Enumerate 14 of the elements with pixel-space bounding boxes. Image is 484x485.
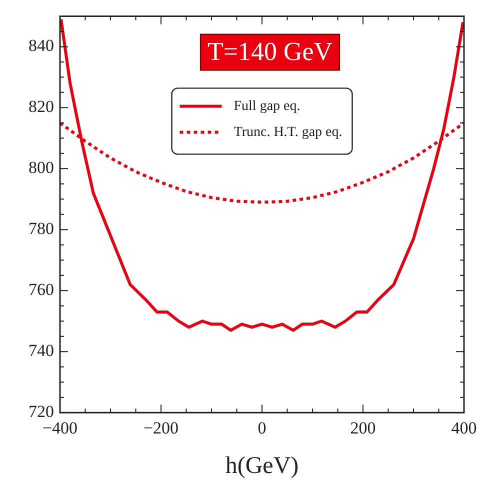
y-tick-label: 780 (28, 219, 54, 238)
x-axis-title: h(GeV) (225, 453, 299, 479)
annotation: T=140 GeV (207, 37, 333, 66)
x-tick-label: 0 (258, 418, 266, 438)
y-tick-label: 760 (28, 280, 54, 300)
y-tick-label: 800 (28, 158, 54, 178)
y-tick-label: 820 (28, 97, 54, 116)
x-tick-label: −200 (143, 418, 179, 438)
legend-label: Trunc. H.T. gap eq. (234, 124, 342, 140)
y-tick-label: 840 (28, 36, 54, 56)
x-tick-label: 200 (350, 418, 376, 438)
y-tick-label: 740 (28, 341, 54, 360)
x-tick-label: 400 (451, 418, 477, 438)
legend-label: Full gap eq. (234, 98, 300, 114)
